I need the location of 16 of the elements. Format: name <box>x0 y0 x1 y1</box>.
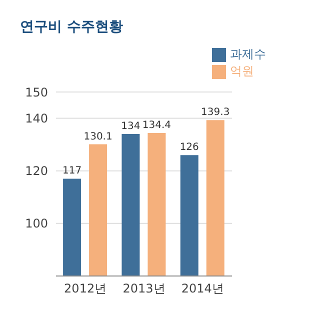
data-label: 126 <box>180 142 199 154</box>
y-tick-label: 120 <box>25 164 48 178</box>
data-label: 117 <box>62 166 82 177</box>
y-tick-label: 100 <box>25 216 48 231</box>
x-tick-label: 2012년 <box>64 282 107 296</box>
data-label: 134 <box>121 121 140 132</box>
chart-title: 연구비 수주현황 <box>19 18 124 37</box>
legend-label: 과제수 <box>230 47 266 61</box>
legend-label: 억원 <box>230 64 254 78</box>
x-tick-label: 2013년 <box>122 282 166 296</box>
y-tick-label: 140 <box>25 112 48 126</box>
x-tick-label: 2014년 <box>181 282 224 296</box>
y-tick-label: 150 <box>25 85 48 100</box>
data-label: 139.3 <box>201 107 230 118</box>
data-label: 134.4 <box>142 120 172 132</box>
data-label: 130.1 <box>84 131 112 142</box>
